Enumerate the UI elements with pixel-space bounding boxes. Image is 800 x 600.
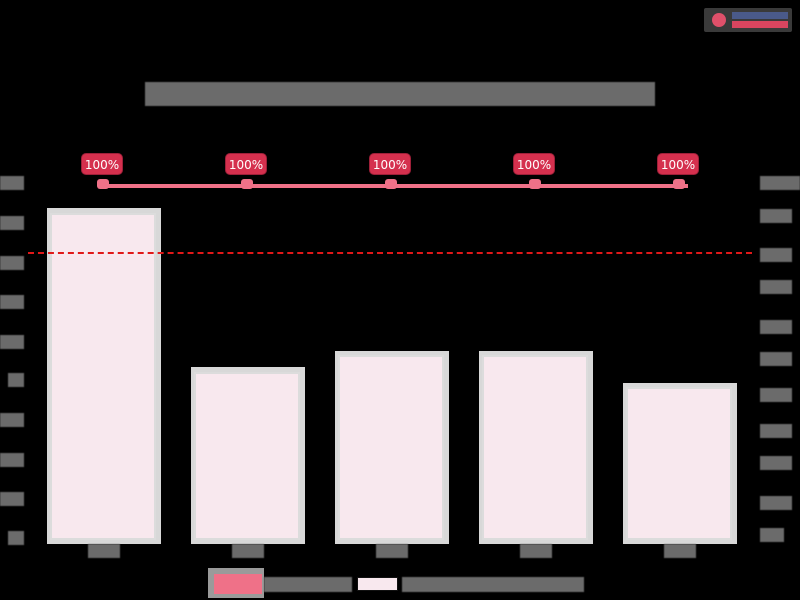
x-tick-label	[232, 544, 264, 558]
value-badge: 100%	[81, 153, 123, 175]
line-point[interactable]	[385, 179, 397, 189]
value-badge: 100%	[513, 153, 555, 175]
y-tick-label	[0, 453, 24, 467]
line-point[interactable]	[529, 179, 541, 189]
legend-label-bar	[402, 577, 584, 592]
y2-tick-label	[760, 209, 792, 223]
bar-2[interactable]	[194, 372, 300, 540]
y-tick-label	[8, 531, 24, 545]
value-badge: 100%	[369, 153, 411, 175]
y-tick-label	[0, 295, 24, 309]
value-badge: 100%	[657, 153, 699, 175]
y2-tick-label	[760, 248, 792, 262]
y-tick-label	[0, 176, 24, 190]
legend-swatch-bar[interactable]	[357, 577, 398, 591]
line-point[interactable]	[241, 179, 253, 189]
bar-4[interactable]	[482, 355, 588, 540]
target-reference-line	[28, 252, 752, 254]
line-point[interactable]	[673, 179, 685, 189]
y-tick-label	[8, 373, 24, 387]
logo-icon	[712, 13, 726, 27]
y-tick-label	[0, 256, 24, 270]
y2-tick-label	[760, 320, 792, 334]
x-tick-label	[88, 544, 120, 558]
y2-tick-label	[760, 176, 800, 190]
y-tick-label	[0, 335, 24, 349]
line-point[interactable]	[97, 179, 109, 189]
bar-5[interactable]	[626, 387, 732, 540]
brand-logo	[704, 8, 792, 32]
y2-tick-label	[760, 496, 792, 510]
x-tick-label	[376, 544, 408, 558]
legend-swatch-line[interactable]	[214, 574, 262, 594]
y2-tick-label	[760, 528, 784, 542]
y-tick-label	[0, 413, 24, 427]
y2-tick-label	[760, 280, 792, 294]
chart-title	[145, 82, 655, 106]
x-tick-label	[664, 544, 696, 558]
y-tick-label	[0, 492, 24, 506]
y2-tick-label	[760, 352, 792, 366]
bar-3[interactable]	[338, 355, 444, 540]
x-tick-label	[520, 544, 552, 558]
y-tick-label	[0, 216, 24, 230]
y2-tick-label	[760, 456, 792, 470]
value-badge: 100%	[225, 153, 267, 175]
bar-1[interactable]	[50, 213, 156, 540]
y2-tick-label	[760, 424, 792, 438]
y2-tick-label	[760, 388, 792, 402]
legend-label-line	[264, 577, 352, 592]
